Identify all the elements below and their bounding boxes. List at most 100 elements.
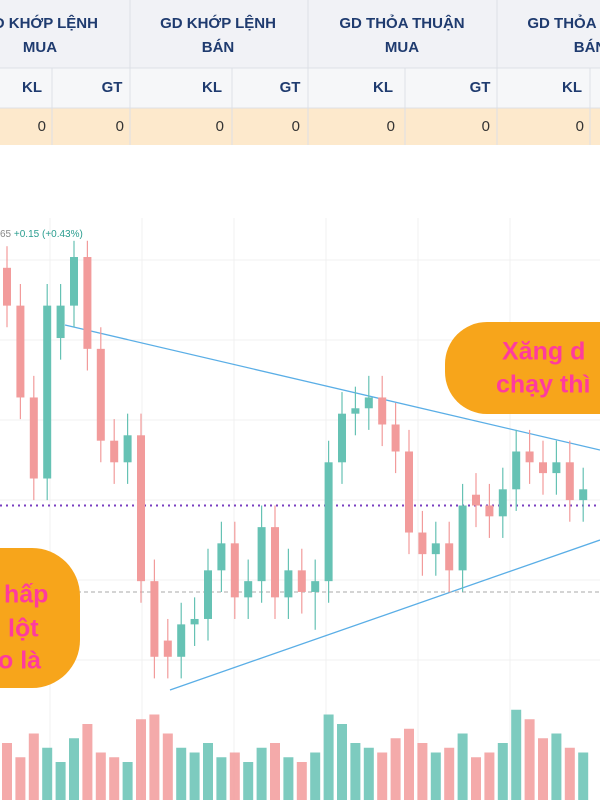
column-header: KL [562, 79, 582, 96]
volume-bar [189, 752, 200, 800]
callout [0, 548, 80, 688]
candle-body [418, 532, 427, 555]
legend-price: 65 [0, 229, 12, 240]
candle-body [391, 424, 400, 452]
candle-body [552, 462, 561, 474]
legend-change: +0.15 (+0.43%) [14, 229, 83, 240]
volume-bar [337, 724, 347, 800]
volume-bar [497, 743, 508, 800]
volume-bar [471, 757, 481, 800]
volume-bar [55, 762, 66, 800]
column-header: GT [470, 79, 491, 96]
candle-body [110, 440, 119, 463]
trend-line [169, 539, 600, 691]
cell: 0 [216, 118, 224, 135]
group-header: GD THỎA THUẬN [527, 14, 600, 32]
volume-bar [323, 714, 334, 800]
volume-bar [136, 719, 146, 800]
candle-body [257, 527, 266, 582]
candle-body [43, 305, 52, 479]
header-bg [0, 0, 600, 68]
column-header: GT [280, 79, 301, 96]
callout-text: hấp [4, 581, 48, 609]
cell: 0 [38, 118, 46, 135]
candle-body [539, 462, 547, 474]
candle-body [445, 543, 454, 571]
legend: 65 +0.15 (+0.43%) [0, 229, 83, 240]
group-header: BÁN [574, 39, 600, 56]
volume-bar [377, 752, 388, 800]
column-header: KL [373, 79, 393, 96]
cell: 0 [387, 118, 395, 135]
candle-body [16, 305, 25, 398]
volume-bar [283, 757, 294, 800]
volume-bar [511, 709, 522, 800]
candle-body [525, 451, 534, 463]
candle-body [163, 640, 172, 657]
volume-bar [15, 757, 26, 800]
volume-bar [363, 747, 374, 800]
candle-body [324, 462, 333, 582]
candle-body [244, 581, 253, 598]
volume-bar [564, 747, 575, 800]
volume-bar [578, 752, 589, 800]
volume-bar [162, 733, 173, 800]
candle-body [431, 543, 440, 555]
volume-bar [524, 719, 535, 800]
candle-body [579, 489, 588, 501]
volume-bar [203, 743, 213, 800]
volume-bar [42, 747, 53, 800]
callout-text: Xăng d [502, 338, 585, 366]
volume-bar [457, 733, 468, 800]
volume-bar [444, 747, 455, 800]
volume-bar [270, 743, 280, 800]
volume-bar [296, 762, 307, 800]
volume-bar [229, 752, 240, 800]
volume-bar [350, 743, 361, 800]
candle-body [284, 570, 293, 598]
candle-body [405, 451, 413, 533]
candle-body [204, 570, 212, 619]
group-header: GD KHỚP LỆNH [0, 14, 98, 32]
candle-body [3, 267, 11, 306]
volume-bar [82, 724, 93, 800]
volume-bar [95, 752, 106, 800]
volume-bar [404, 728, 414, 800]
cell: 0 [576, 118, 584, 135]
candle-body [311, 581, 320, 592]
volume-bar [2, 743, 12, 800]
candle-body [177, 624, 186, 657]
candle-body [364, 397, 373, 409]
candle-body [70, 257, 78, 306]
candle-body [137, 435, 145, 582]
candle-body [297, 570, 306, 592]
column-header: KL [202, 79, 222, 96]
candle-body [498, 489, 507, 517]
trend-line [64, 324, 600, 451]
candle-body [338, 413, 346, 463]
candle-body [217, 543, 226, 571]
volume-bar [69, 738, 79, 800]
column-header: KL [22, 79, 42, 96]
candle-body [96, 348, 105, 441]
volume-bar [538, 738, 548, 800]
volume-bar [109, 757, 120, 800]
group-header: BÁN [202, 39, 235, 56]
candle-body [150, 581, 159, 657]
candle-body [190, 618, 199, 625]
volume-bar [417, 743, 428, 800]
group-header: MUA [23, 39, 57, 56]
candle-body [458, 505, 467, 571]
candle-body [230, 543, 239, 598]
candle-body [378, 397, 387, 425]
volume-bar [390, 738, 401, 800]
group-header: MUA [385, 39, 419, 56]
candle-body [83, 257, 92, 349]
volume-bar [243, 762, 254, 800]
volume-bar [149, 714, 160, 800]
volume-bar [310, 752, 321, 800]
candle-body [271, 527, 279, 598]
candle-body [29, 397, 38, 479]
column-header: GT [102, 79, 123, 96]
